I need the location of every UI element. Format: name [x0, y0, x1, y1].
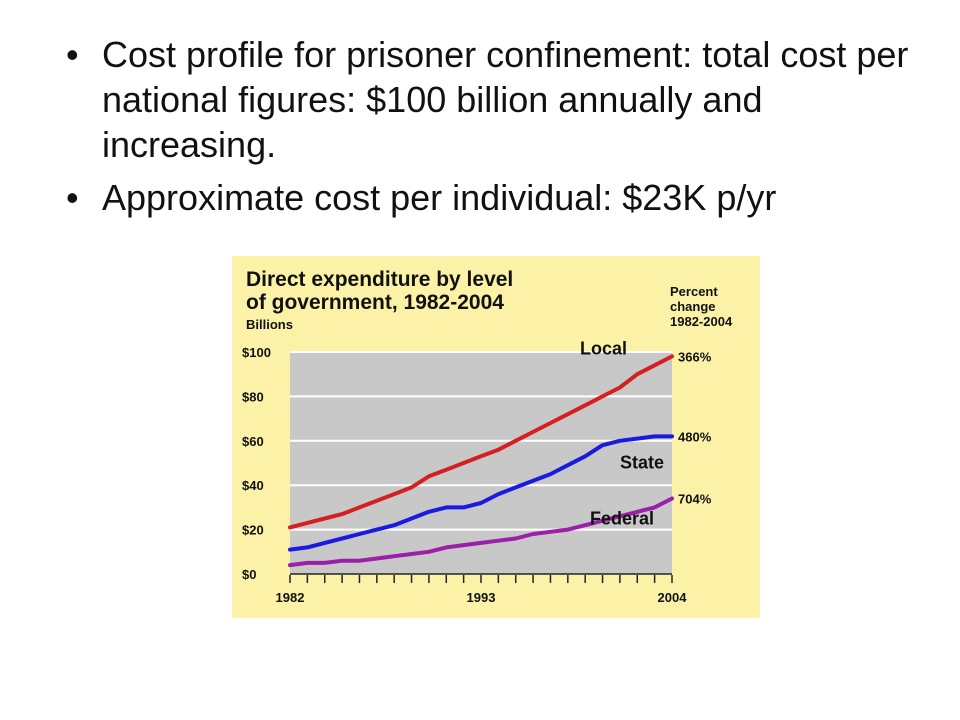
- percent-change-header-1: Percent: [670, 284, 718, 299]
- y-tick-label: $60: [242, 434, 264, 449]
- y-tick-label: $80: [242, 389, 264, 404]
- bullet-text: Cost profile for prisoner confinement: t…: [102, 34, 909, 165]
- percent-change-label: 704%: [678, 492, 712, 507]
- percent-change-header-2: change: [670, 299, 716, 314]
- series-name-label: State: [620, 452, 664, 472]
- x-tick-label: 1993: [467, 590, 496, 605]
- series-label-layer: 366% Local 480% State 704% Federal: [580, 338, 712, 528]
- bullet-text: Approximate cost per individual: $23K p/…: [102, 177, 777, 218]
- chart-unit-label: Billions: [246, 317, 293, 332]
- series-name-label: Federal: [590, 509, 654, 529]
- bullet-dot-icon: •: [66, 177, 79, 218]
- bullet-dot-icon: •: [66, 34, 79, 75]
- x-axis: 1982 1993 2004: [276, 573, 688, 605]
- percent-change-label: 366%: [678, 349, 712, 364]
- y-axis: $0 $20 $40 $60 $80 $100: [242, 345, 271, 582]
- series-name-label: Local: [580, 338, 627, 358]
- chart-title-line-1: Direct expenditure by level: [246, 268, 513, 291]
- percent-change-label: 480%: [678, 429, 712, 444]
- y-tick-label: $20: [242, 523, 264, 538]
- bullet-item: • Cost profile for prisoner confinement:…: [60, 32, 930, 167]
- x-tick-label: 2004: [658, 590, 688, 605]
- series-line-state: [288, 434, 674, 552]
- series-line-federal: [288, 496, 674, 568]
- x-tick-label: 1982: [276, 590, 305, 605]
- y-tick-label: $100: [242, 345, 271, 360]
- chart-title-line-2: of government, 1982-2004: [246, 291, 504, 314]
- expenditure-chart-figure: Direct expenditure by level of governmen…: [232, 256, 760, 618]
- grid-layer: [290, 351, 672, 531]
- bullet-list: • Cost profile for prisoner confinement:…: [60, 32, 930, 228]
- percent-change-header-3: 1982-2004: [670, 314, 733, 329]
- plot-area: [290, 352, 672, 574]
- series-layer: [288, 354, 674, 568]
- y-tick-label: $0: [242, 567, 256, 582]
- bullet-item: • Approximate cost per individual: $23K …: [60, 175, 930, 220]
- y-tick-label: $40: [242, 478, 264, 493]
- series-line-local: [288, 354, 674, 530]
- expenditure-line-chart: Direct expenditure by level of governmen…: [232, 256, 760, 618]
